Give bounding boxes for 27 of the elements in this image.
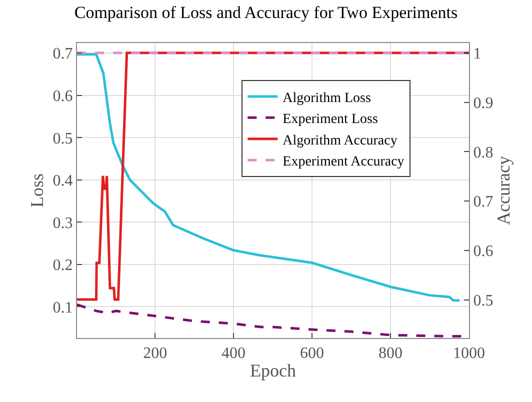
y2-tick-label: 0.6 xyxy=(473,243,494,260)
y-tick-label: 0.5 xyxy=(52,130,73,148)
line-series xyxy=(77,303,462,338)
y-tick-label: 0.7 xyxy=(52,46,73,63)
y-tick-label: 0.2 xyxy=(52,257,73,274)
legend-label: Experiment Loss xyxy=(282,112,378,128)
chart-title: Comparison of Loss and Accuracy for Two Experiments xyxy=(74,2,458,22)
y-tick-label: 0.6 xyxy=(52,88,73,106)
x-tick-label: 600 xyxy=(300,345,324,362)
legend-label: Algorithm Accuracy xyxy=(282,133,398,148)
y2-tick-label: 0.9 xyxy=(473,94,494,112)
x-tick-label: 1000 xyxy=(453,345,485,362)
y-axis-title: Loss xyxy=(27,173,47,208)
y2-tick-label: 0.7 xyxy=(473,194,494,211)
x-tick-label: 400 xyxy=(222,345,246,362)
x-tick-label: 200 xyxy=(143,345,168,362)
y-tick-label: 0.4 xyxy=(52,172,73,190)
x-axis-title: Epoch xyxy=(250,360,296,380)
y2-tick-label: 1 xyxy=(473,45,482,62)
legend-label: Algorithm Loss xyxy=(282,90,371,106)
y-tick-label: 0.1 xyxy=(52,299,73,316)
x-tick-label: 800 xyxy=(378,345,403,362)
y-tick-label: 0.3 xyxy=(52,214,73,232)
legend-label: Experiment Accuracy xyxy=(282,154,404,170)
y2-tick-label: 0.8 xyxy=(473,144,494,162)
y2-tick-label: 0.5 xyxy=(473,292,494,310)
y2-axis-title: Accuracy xyxy=(493,156,514,225)
